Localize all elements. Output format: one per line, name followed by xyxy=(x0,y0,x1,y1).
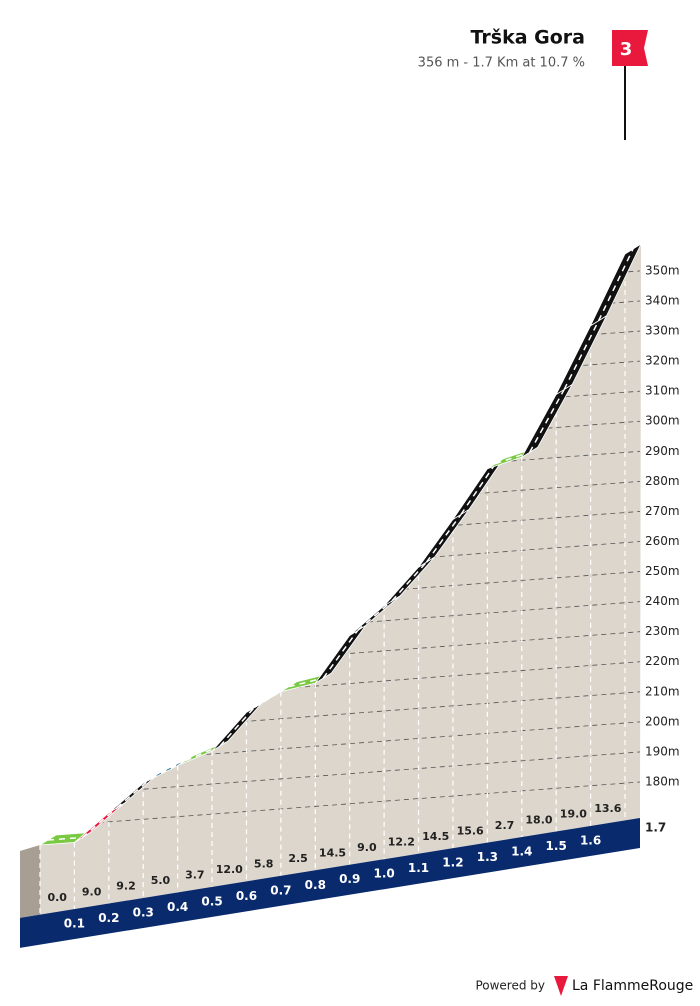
gradient-label: 5.8 xyxy=(254,858,274,871)
x-tick-label: 0.7 xyxy=(270,883,291,897)
x-tick-label: 0.9 xyxy=(339,872,360,886)
gradient-label: 14.5 xyxy=(422,830,449,843)
gradient-label: 12.0 xyxy=(216,863,243,876)
x-tick-label: 0.1 xyxy=(64,917,85,931)
gradient-label: 2.5 xyxy=(288,852,308,865)
y-tick-label: 220m xyxy=(645,654,680,668)
gradient-label: 0.0 xyxy=(47,891,67,904)
ground-front xyxy=(20,845,40,918)
y-tick-label: 200m xyxy=(645,714,680,728)
chart-subtitle: 356 m - 1.7 Km at 10.7 % xyxy=(418,56,585,71)
grid-line xyxy=(40,601,641,651)
gradient-label: 3.7 xyxy=(185,869,205,882)
road-center xyxy=(425,514,462,563)
y-tick-label: 190m xyxy=(645,744,680,758)
grid-line xyxy=(40,721,641,771)
y-tick-label: 210m xyxy=(645,684,680,698)
y-tick-label: 230m xyxy=(645,624,680,638)
gradient-label: 14.5 xyxy=(319,847,346,860)
grid-line xyxy=(40,511,641,560)
x-tick-label: 1.1 xyxy=(408,861,429,875)
gradient-label: 15.6 xyxy=(457,824,484,837)
grid-line xyxy=(40,631,641,681)
y-tick-label: 180m xyxy=(645,775,680,789)
gradient-label: 13.6 xyxy=(594,802,621,815)
flag xyxy=(612,30,648,66)
x-tick-label: 0.3 xyxy=(133,905,154,919)
road-center xyxy=(219,706,256,747)
x-tick-label: 1.0 xyxy=(373,867,394,881)
profile-fill xyxy=(40,244,641,915)
x-tick-label: 0.4 xyxy=(167,900,188,914)
x-tick-label: 1.4 xyxy=(511,845,532,859)
x-tick-label: 1.6 xyxy=(580,833,601,847)
x-tick-label: 0.6 xyxy=(236,889,257,903)
grid-line xyxy=(40,781,641,831)
y-tick-label: 340m xyxy=(645,293,680,307)
y-tick-label: 270m xyxy=(645,504,680,518)
gradient-label: 18.0 xyxy=(525,813,552,826)
grid-line xyxy=(40,270,641,320)
gradient-label: 2.7 xyxy=(495,819,515,832)
gradient-label: 9.0 xyxy=(82,885,102,898)
grid-line xyxy=(40,480,641,530)
grid-line xyxy=(40,691,641,741)
grid-line xyxy=(40,300,641,350)
x-tick-label: 0.5 xyxy=(201,894,222,908)
x-tick-label: 1.7 xyxy=(645,821,666,835)
x-tick-label: 1.3 xyxy=(477,850,498,864)
km-band xyxy=(20,818,640,948)
gradient-label: 19.0 xyxy=(560,808,587,821)
y-tick-label: 250m xyxy=(645,564,680,578)
gradient-label: 12.2 xyxy=(388,835,415,848)
road-center xyxy=(288,677,324,688)
y-tick-label: 260m xyxy=(645,534,680,548)
grid-line xyxy=(40,450,641,500)
y-tick-label: 300m xyxy=(645,414,680,428)
road-center xyxy=(47,836,83,841)
x-tick-label: 1.5 xyxy=(546,839,567,853)
grid-line xyxy=(40,751,641,801)
brand: La FlammeRouge xyxy=(572,978,693,994)
road-center xyxy=(357,600,393,631)
gradient-label: 9.0 xyxy=(357,841,377,854)
grid-line xyxy=(40,661,641,711)
grid-line xyxy=(40,571,641,620)
y-tick-label: 240m xyxy=(645,594,680,608)
category-label: 3 xyxy=(620,39,633,60)
road-center xyxy=(116,777,152,809)
gradient-label: 9.2 xyxy=(116,880,136,893)
road-segment xyxy=(589,242,642,327)
y-tick-label: 330m xyxy=(645,324,680,338)
y-tick-label: 350m xyxy=(645,263,680,277)
road-center xyxy=(529,389,565,453)
x-tick-label: 1.2 xyxy=(442,856,463,870)
road-center xyxy=(563,320,600,390)
road-center xyxy=(391,561,428,602)
y-tick-label: 290m xyxy=(645,444,680,458)
grid-line xyxy=(40,541,641,590)
grid-line xyxy=(40,330,641,380)
chart-title: Trška Gora xyxy=(471,27,585,49)
grid-line xyxy=(40,360,641,410)
x-tick-label: 0.2 xyxy=(98,911,119,925)
road-center xyxy=(81,807,118,839)
powered-by: Powered by xyxy=(475,979,545,993)
y-tick-label: 280m xyxy=(645,474,680,488)
gradient-label: 5.0 xyxy=(151,874,171,887)
road-center xyxy=(597,248,634,322)
road-center xyxy=(322,629,359,679)
brand-logo xyxy=(554,976,568,996)
x-tick-label: 0.8 xyxy=(305,878,326,892)
y-tick-label: 320m xyxy=(645,354,680,368)
y-tick-label: 310m xyxy=(645,384,680,398)
